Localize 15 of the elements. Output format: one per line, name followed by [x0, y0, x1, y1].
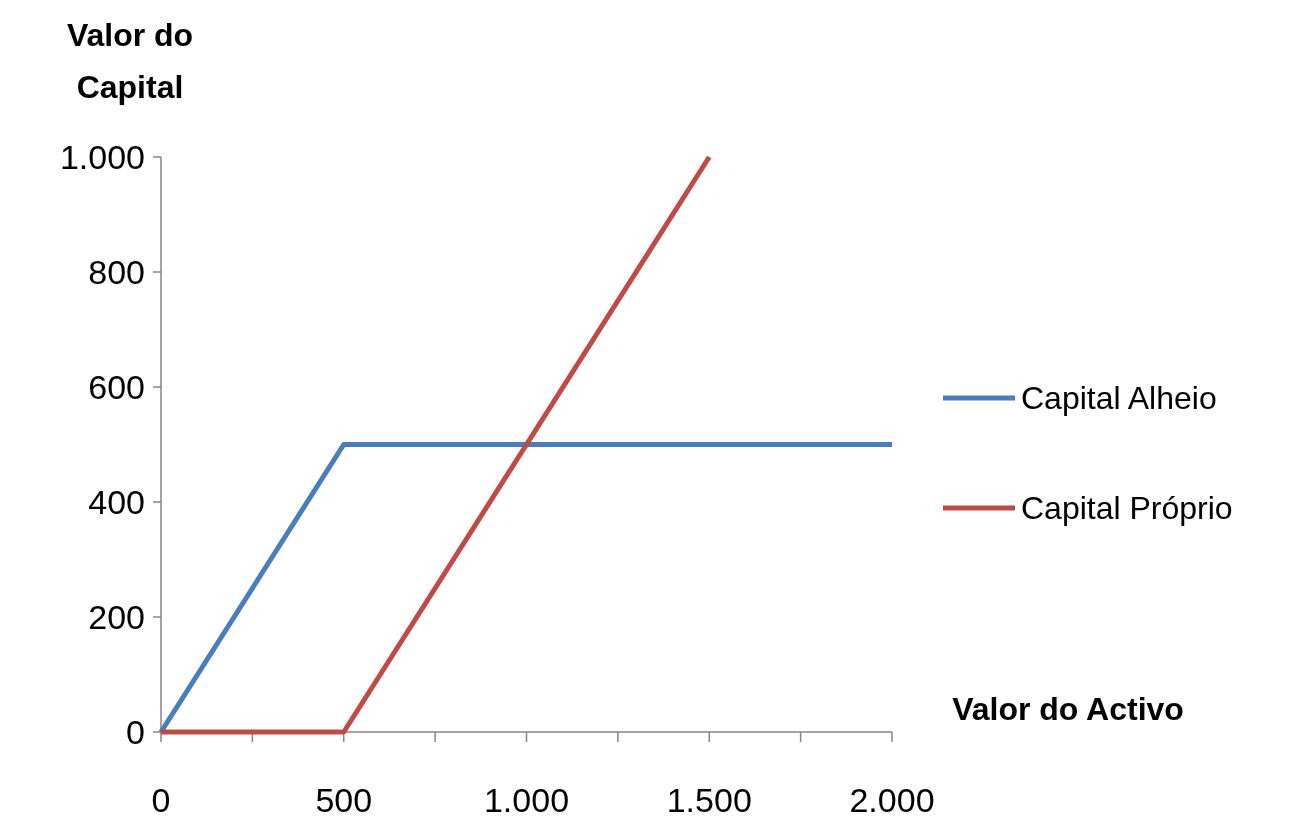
y-tick-label: 1.000 — [59, 137, 145, 176]
x-tick-label: 1.000 — [483, 781, 570, 819]
x-axis-title: Valor do Activo — [952, 691, 1184, 727]
y-tick-label: 200 — [88, 597, 145, 636]
y-tick-label: 0 — [126, 712, 145, 751]
x-tick-label: 1.500 — [666, 781, 752, 819]
x-tick-label: 500 — [315, 781, 373, 819]
x-tick-label: 0 — [151, 781, 171, 819]
x-tick-label: 2.000 — [849, 781, 935, 819]
legend-label: Capital Próprio — [1021, 490, 1233, 527]
y-tick-label: 600 — [88, 367, 145, 406]
y-tick-label: 800 — [88, 252, 145, 291]
y-tick-label: 400 — [88, 482, 145, 521]
legend-label: Capital Alheio — [1021, 380, 1217, 417]
y-axis-title: Valor do Capital — [66, 17, 194, 105]
